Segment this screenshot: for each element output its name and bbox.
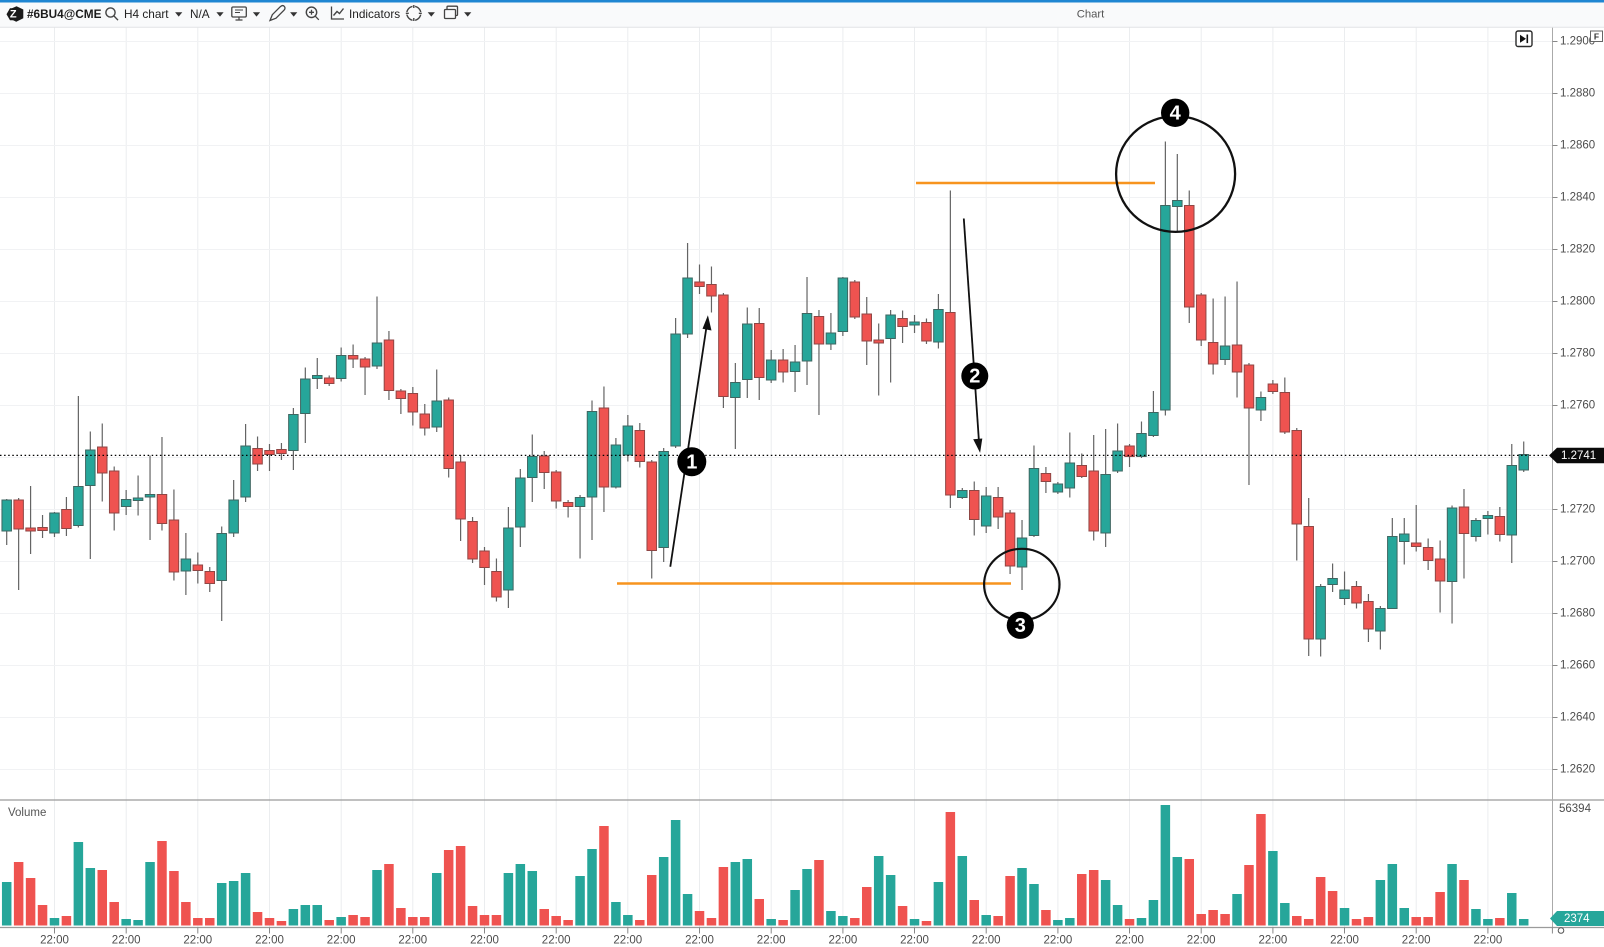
svg-text:22:00: 22:00 xyxy=(398,935,427,947)
svg-text:#6BU4@CME: #6BU4@CME xyxy=(27,7,102,21)
svg-text:1.2820: 1.2820 xyxy=(1560,244,1595,256)
svg-text:22:00: 22:00 xyxy=(972,935,1001,947)
svg-text:22:00: 22:00 xyxy=(685,935,714,947)
svg-text:2: 2 xyxy=(969,366,980,388)
svg-text:22:00: 22:00 xyxy=(1044,935,1073,947)
svg-text:3: 3 xyxy=(1015,615,1026,637)
svg-text:F: F xyxy=(1594,32,1599,42)
svg-text:56394: 56394 xyxy=(1559,803,1592,815)
svg-text:1: 1 xyxy=(686,451,697,473)
svg-text:1.2780: 1.2780 xyxy=(1560,348,1595,360)
svg-text:22:00: 22:00 xyxy=(470,935,499,947)
svg-text:1.2840: 1.2840 xyxy=(1560,192,1595,204)
svg-text:22:00: 22:00 xyxy=(1402,935,1431,947)
svg-text:22:00: 22:00 xyxy=(1187,935,1216,947)
svg-text:2374: 2374 xyxy=(1564,913,1590,925)
svg-text:22:00: 22:00 xyxy=(255,935,284,947)
svg-text:1.2760: 1.2760 xyxy=(1560,400,1595,412)
svg-text:Z: Z xyxy=(10,9,17,21)
svg-text:1.2880: 1.2880 xyxy=(1560,88,1595,100)
svg-text:22:00: 22:00 xyxy=(1474,935,1503,947)
svg-text:22:00: 22:00 xyxy=(327,935,356,947)
svg-text:1.2700: 1.2700 xyxy=(1560,556,1595,568)
svg-text:22:00: 22:00 xyxy=(900,935,929,947)
svg-text:1.2620: 1.2620 xyxy=(1560,764,1595,776)
svg-text:Chart: Chart xyxy=(1077,8,1105,20)
svg-text:1.2860: 1.2860 xyxy=(1560,140,1595,152)
svg-text:1.2720: 1.2720 xyxy=(1560,504,1595,516)
svg-text:22:00: 22:00 xyxy=(1115,935,1144,947)
svg-text:H4 chart: H4 chart xyxy=(124,7,169,21)
svg-text:22:00: 22:00 xyxy=(1259,935,1288,947)
svg-text:1.2660: 1.2660 xyxy=(1560,660,1595,672)
svg-text:22:00: 22:00 xyxy=(112,935,141,947)
svg-text:N/A: N/A xyxy=(190,7,210,21)
svg-text:1.2741: 1.2741 xyxy=(1561,450,1596,462)
svg-text:4: 4 xyxy=(1170,103,1182,125)
svg-text:22:00: 22:00 xyxy=(1330,935,1359,947)
svg-text:22:00: 22:00 xyxy=(183,935,212,947)
svg-text:Volume: Volume xyxy=(8,807,46,819)
svg-text:1.2800: 1.2800 xyxy=(1560,296,1595,308)
svg-text:22:00: 22:00 xyxy=(40,935,69,947)
svg-text:22:00: 22:00 xyxy=(613,935,642,947)
svg-text:1.2680: 1.2680 xyxy=(1560,608,1595,620)
svg-text:1.2900: 1.2900 xyxy=(1560,36,1595,48)
svg-text:22:00: 22:00 xyxy=(757,935,786,947)
svg-text:1.2640: 1.2640 xyxy=(1560,712,1595,724)
svg-text:22:00: 22:00 xyxy=(829,935,858,947)
svg-text:22:00: 22:00 xyxy=(542,935,571,947)
svg-text:Indicators: Indicators xyxy=(349,7,400,21)
